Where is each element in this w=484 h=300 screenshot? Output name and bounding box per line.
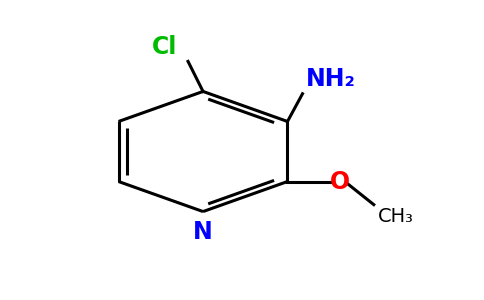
Text: O: O: [330, 169, 350, 194]
Text: Cl: Cl: [151, 35, 177, 59]
Text: NH₂: NH₂: [306, 68, 356, 92]
Text: N: N: [193, 220, 213, 244]
Text: CH₃: CH₃: [378, 207, 413, 226]
